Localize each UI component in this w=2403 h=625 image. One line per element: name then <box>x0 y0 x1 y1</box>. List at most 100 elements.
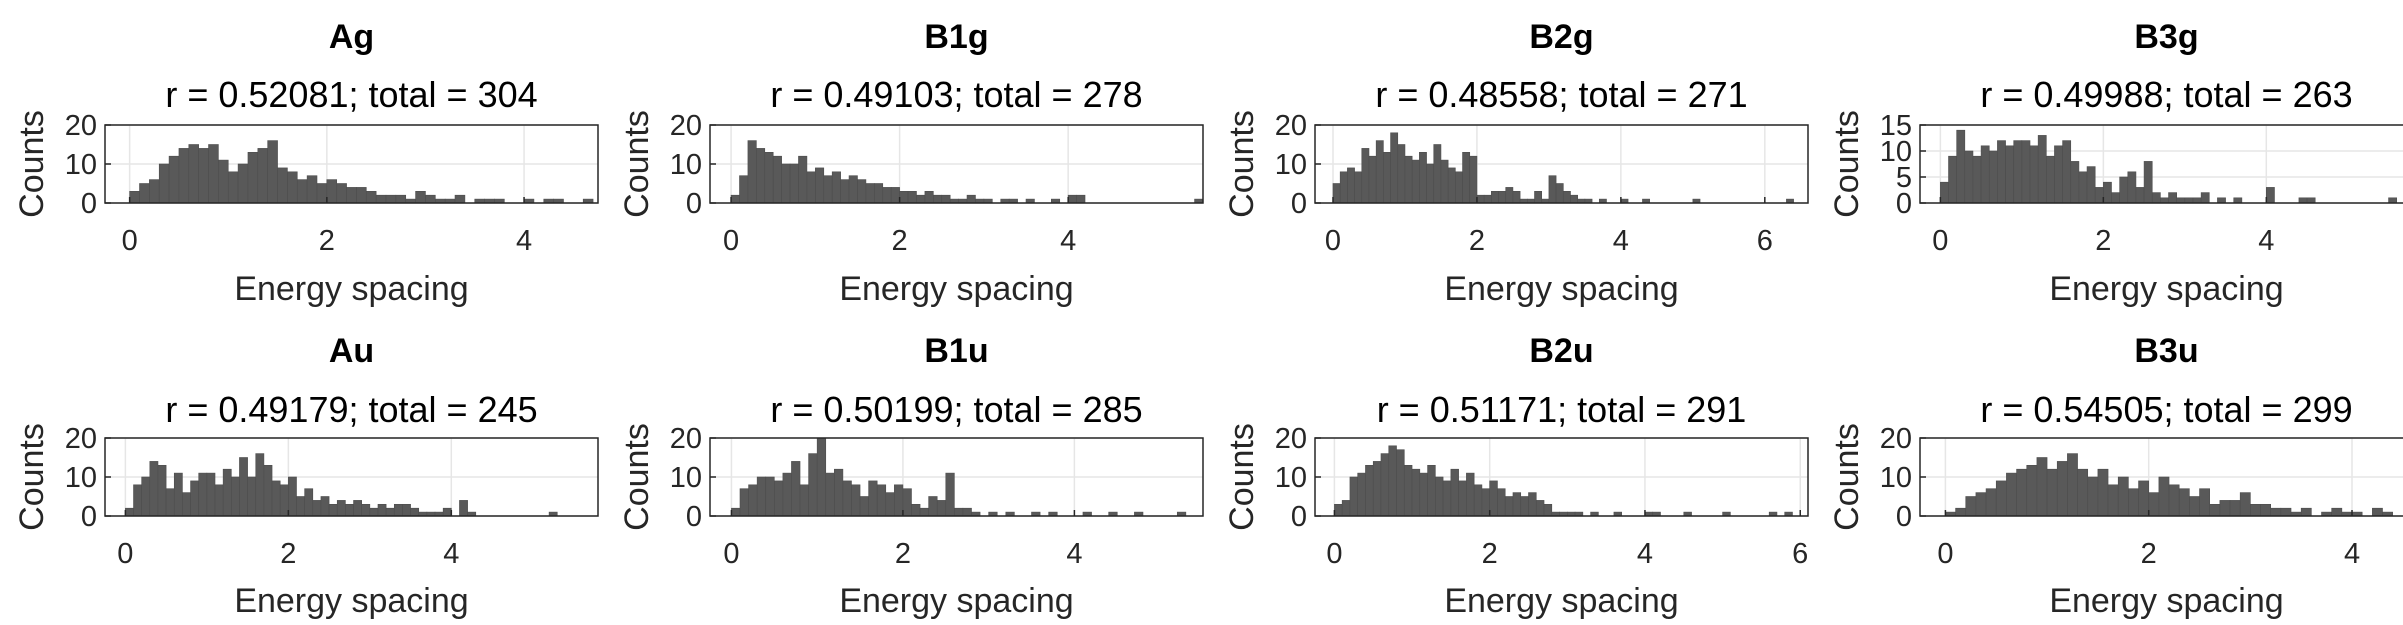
histogram-bar <box>2233 197 2243 203</box>
histogram-bar <box>2270 507 2282 516</box>
x-axis-label: Energy spacing <box>1444 582 1678 620</box>
histogram-bar <box>141 476 151 516</box>
histogram-bar <box>336 500 346 516</box>
histogram-bar <box>1980 145 1990 203</box>
histogram-bar <box>1440 159 1449 203</box>
histogram-bar <box>919 507 929 516</box>
histogram-bar <box>756 476 767 516</box>
histogram-bar <box>815 167 825 203</box>
histogram-bar <box>316 183 328 203</box>
histogram-bar <box>442 507 452 516</box>
y-tick-label: 0 <box>1291 188 1307 220</box>
histogram-bar <box>1469 155 1478 203</box>
histogram-bar <box>1375 140 1384 203</box>
histogram-bar <box>731 507 741 516</box>
chart-title: Au <box>329 332 374 370</box>
histogram-bar <box>1025 198 1035 203</box>
histogram-bar <box>336 183 347 203</box>
histogram-bar <box>1357 472 1366 516</box>
histogram-bar <box>2168 484 2180 516</box>
chart-title: B1u <box>924 332 988 370</box>
y-axis-label: Counts <box>1223 110 1261 218</box>
histogram-bar <box>1361 148 1370 203</box>
histogram-bar <box>296 179 308 203</box>
histogram-bar <box>739 175 749 203</box>
x-axis-label: Energy spacing <box>1444 270 1678 308</box>
histogram-bar <box>1562 191 1571 203</box>
histogram-bar <box>1985 488 1997 516</box>
y-tick-label: 15 <box>1880 110 1912 142</box>
histogram-bar <box>1497 488 1506 516</box>
histogram-bar <box>2097 468 2109 516</box>
histogram-bar <box>902 488 912 516</box>
histogram-bar <box>1512 191 1521 203</box>
histogram-bar <box>1396 449 1405 516</box>
histogram-bar <box>2209 503 2221 516</box>
histogram-bar <box>823 175 833 203</box>
histogram-bar <box>365 191 377 203</box>
histogram-bar <box>806 171 816 203</box>
histogram-bar <box>1988 150 1998 203</box>
y-axis-label: Counts <box>1828 110 1866 218</box>
histogram-bar <box>936 500 947 516</box>
histogram-bar <box>765 476 775 516</box>
histogram-bar <box>2026 464 2038 516</box>
x-axis-label: Energy spacing <box>234 270 468 308</box>
histogram-bar <box>2005 145 2015 203</box>
histogram-bar <box>954 507 964 516</box>
histogram-bar <box>1555 183 1564 203</box>
histogram-bar <box>2062 140 2072 203</box>
x-tick-label: 2 <box>1469 225 1485 257</box>
histogram-bar <box>2078 171 2088 203</box>
x-tick-label: 4 <box>1613 225 1629 257</box>
histogram-bar <box>865 183 875 203</box>
histogram-bar <box>149 179 160 203</box>
histogram-bar <box>459 500 468 516</box>
histogram-bar <box>1535 500 1545 516</box>
histogram-bar <box>208 144 219 203</box>
histogram-bar <box>781 163 791 203</box>
histogram-bar <box>1512 492 1522 516</box>
histogram-bar <box>868 480 878 516</box>
x-tick-label: 0 <box>1937 538 1953 570</box>
histogram-bar <box>1473 484 1483 516</box>
histogram-bar <box>730 194 740 203</box>
histogram-bar <box>2067 453 2078 516</box>
histogram-bar <box>2217 197 2226 203</box>
histogram-bar <box>764 152 774 203</box>
histogram-bar <box>1462 152 1471 203</box>
histogram-bar <box>791 461 801 516</box>
histogram-bar <box>1972 155 1982 203</box>
y-tick-label: 0 <box>1896 188 1912 220</box>
histogram-bar <box>2199 488 2211 516</box>
y-tick-label: 10 <box>670 149 702 181</box>
x-axis-label: Energy spacing <box>234 582 468 620</box>
histogram-bar <box>239 457 248 516</box>
histogram-bar <box>1504 496 1514 516</box>
histogram-bar <box>255 453 265 516</box>
histogram-panel-au: 0 2 4 0 10 20 Au r = 0.49179; total = 245 Energy… <box>13 332 599 620</box>
histogram-bar <box>2117 476 2129 516</box>
histogram-bar <box>1447 167 1456 203</box>
histogram-bar <box>1383 152 1391 203</box>
histogram-bar <box>393 503 403 516</box>
histogram-bar <box>1498 191 1507 203</box>
histogram-bar <box>1380 453 1390 516</box>
histogram-bar <box>2135 187 2145 203</box>
histogram-bar <box>1520 496 1529 516</box>
histogram-bar <box>2151 192 2161 203</box>
histogram-bar <box>739 488 749 516</box>
histogram-panel-b2u: 0 2 4 6 0 10 20 B2u r = 0.51171; total = 291 Ener… <box>1223 332 1809 620</box>
histogram-bar <box>377 503 387 516</box>
chart-subtitle: r = 0.52081; total = 304 <box>165 74 537 115</box>
histogram-bar <box>1372 461 1382 516</box>
histogram-bar <box>2168 192 2177 203</box>
histogram-bar <box>1786 198 1794 203</box>
histogram-bar <box>1397 144 1406 203</box>
histogram-bar <box>1390 132 1399 203</box>
histogram-bar <box>2200 192 2210 203</box>
y-tick-label: 10 <box>1275 462 1307 494</box>
histogram-bar <box>346 187 357 203</box>
bar-series <box>731 438 1187 516</box>
